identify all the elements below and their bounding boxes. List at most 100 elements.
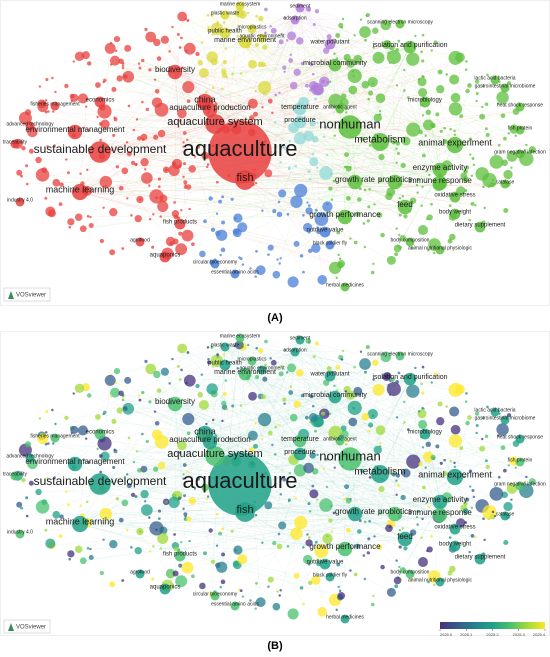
node — [500, 113, 506, 119]
node — [246, 343, 250, 347]
node — [141, 172, 153, 184]
node — [45, 206, 56, 217]
node — [47, 110, 50, 113]
edge — [239, 337, 442, 464]
keyword-label: feed — [397, 532, 413, 541]
node — [168, 164, 180, 177]
node — [153, 410, 157, 413]
node — [293, 102, 307, 116]
node — [293, 434, 307, 448]
edge — [216, 28, 441, 184]
node — [322, 135, 326, 138]
edge — [174, 71, 256, 115]
edge — [244, 41, 276, 123]
edge — [89, 395, 441, 516]
node — [496, 91, 509, 104]
keyword-label: metabolism — [354, 135, 405, 146]
node — [336, 230, 341, 235]
node — [462, 176, 469, 183]
node — [79, 504, 82, 507]
node — [182, 145, 185, 148]
node — [238, 256, 241, 259]
node — [319, 498, 333, 512]
node — [286, 148, 289, 151]
edge — [99, 411, 420, 485]
node — [137, 394, 141, 397]
node — [127, 436, 131, 440]
edge — [150, 14, 226, 38]
node — [181, 398, 184, 401]
node — [483, 538, 486, 542]
node — [313, 97, 318, 101]
node — [439, 461, 443, 465]
node — [484, 127, 488, 131]
logo: VOSviewer — [3, 287, 51, 302]
keyword-label: gram negative infection — [494, 481, 546, 487]
keyword-label: microbiology — [408, 430, 442, 436]
node — [308, 80, 318, 91]
node — [449, 191, 461, 203]
node — [401, 195, 405, 198]
edge — [244, 41, 263, 108]
edge — [294, 351, 323, 612]
node — [121, 579, 125, 582]
node — [316, 498, 319, 501]
edge — [331, 396, 336, 532]
node — [430, 202, 433, 206]
keyword-label: essential amino acids — [211, 601, 259, 607]
node — [215, 512, 219, 516]
node — [397, 531, 413, 547]
edge — [268, 126, 351, 174]
edge — [299, 7, 500, 146]
node — [177, 164, 182, 168]
node — [397, 371, 401, 375]
node — [164, 500, 168, 504]
node — [145, 107, 149, 112]
node — [276, 590, 279, 593]
node — [363, 245, 367, 249]
edge — [181, 37, 336, 66]
edge — [224, 346, 308, 418]
edge — [244, 39, 366, 43]
node — [44, 196, 48, 200]
edge — [334, 64, 466, 180]
node — [337, 541, 353, 557]
node — [497, 434, 500, 437]
node — [302, 213, 305, 217]
node — [322, 379, 330, 386]
edge — [239, 337, 311, 512]
node — [378, 442, 382, 445]
keyword-label: immune response — [408, 508, 472, 517]
node — [167, 64, 183, 80]
node — [99, 122, 103, 126]
edge — [164, 39, 206, 103]
node — [290, 195, 303, 208]
node — [389, 377, 395, 383]
node — [135, 450, 139, 453]
edge — [394, 181, 473, 205]
edge — [112, 150, 441, 184]
edge — [404, 92, 423, 208]
edge — [321, 378, 411, 552]
node — [293, 464, 307, 477]
node — [195, 51, 200, 57]
keyword-label: aquaponics — [150, 253, 181, 259]
node — [222, 391, 227, 397]
node — [389, 45, 395, 51]
node — [378, 485, 385, 493]
node — [104, 516, 107, 520]
node — [234, 340, 244, 350]
edge — [21, 507, 346, 550]
node — [515, 125, 525, 135]
node — [307, 248, 313, 254]
edge — [294, 19, 399, 154]
edge — [204, 64, 253, 103]
edge — [79, 184, 493, 193]
edge — [334, 44, 387, 66]
node — [274, 425, 277, 429]
keyword-label: animal nutritional physiologic — [408, 577, 472, 583]
node — [208, 528, 213, 533]
node — [514, 466, 517, 469]
node — [378, 153, 385, 161]
edge — [180, 181, 396, 234]
